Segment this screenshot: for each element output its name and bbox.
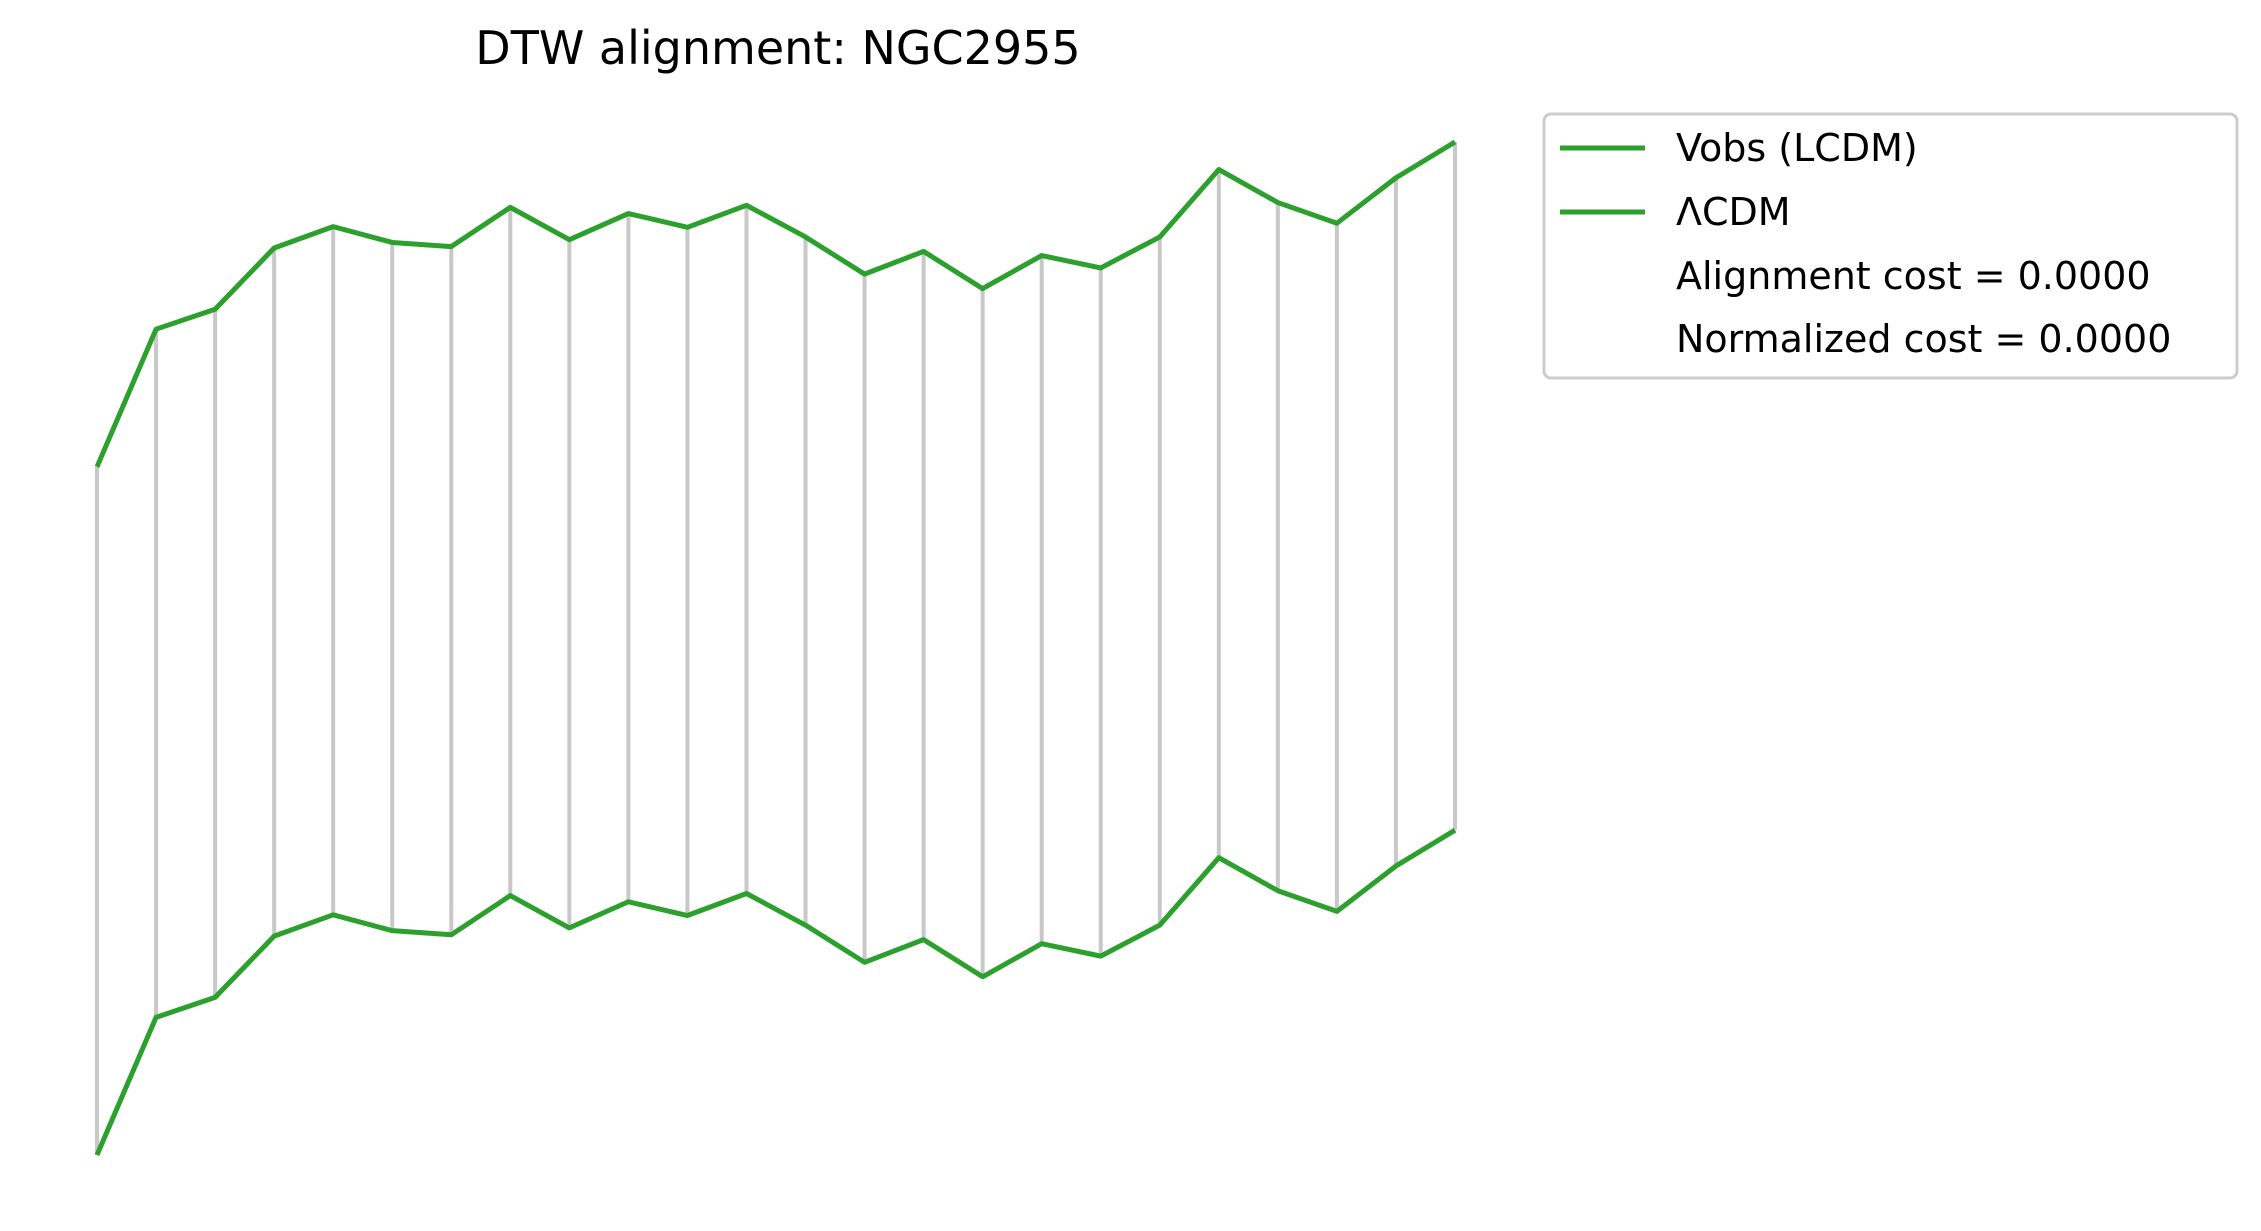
series-line-lcdm	[94, 828, 1457, 1156]
legend-normalized-cost: Normalized cost = 0.0000	[1676, 317, 2171, 361]
legend-alignment-cost: Alignment cost = 0.0000	[1676, 254, 2151, 298]
chart-title: DTW alignment: NGC2955	[475, 21, 1080, 75]
series-lines	[94, 139, 1457, 1156]
alignment-connectors	[95, 142, 1457, 1155]
legend-label-lcdm: ΛCDM	[1676, 190, 1791, 234]
series-line-vobs	[94, 139, 1457, 468]
legend: Vobs (LCDM) ΛCDM Alignment cost = 0.0000…	[1542, 112, 2239, 380]
legend-frame	[1542, 112, 2239, 380]
plot-area	[94, 139, 1457, 1156]
legend-label-vobs: Vobs (LCDM)	[1676, 126, 1918, 170]
